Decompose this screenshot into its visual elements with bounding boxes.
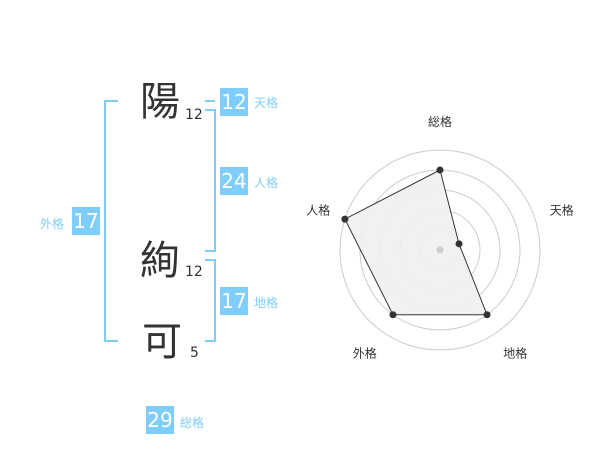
jinkaku-value: 24 <box>220 167 248 195</box>
radar-point <box>436 166 444 174</box>
name-char-1: 陽 <box>140 79 180 125</box>
radar-ring <box>339 149 541 351</box>
stroke-count-3: 5 <box>190 345 199 361</box>
gaikaku-label: 外格 <box>40 217 65 231</box>
radar-center <box>436 246 444 254</box>
soukaku-value: 29 <box>146 406 174 434</box>
tenkaku-bracket <box>205 100 215 102</box>
jinkaku-label: 人格 <box>254 176 279 190</box>
stroke-count-1: 12 <box>185 107 203 123</box>
radar-polygon <box>344 169 488 316</box>
chikaku-bracket <box>205 259 216 342</box>
tenkaku-label: 天格 <box>254 96 279 110</box>
radar-point <box>341 215 349 223</box>
radar-axis-label: 総格 <box>428 114 452 129</box>
radar-axis-label: 地格 <box>503 346 527 361</box>
soukaku-label: 総格 <box>180 416 205 430</box>
stroke-count-2: 12 <box>185 264 203 280</box>
tenkaku-value: 12 <box>220 88 248 116</box>
chikaku-value: 17 <box>220 287 248 315</box>
radar-axis-label: 外格 <box>353 346 377 361</box>
radar-axis-label: 天格 <box>550 202 574 217</box>
radar-axis-label: 人格 <box>306 202 330 217</box>
radar-point <box>389 311 397 319</box>
chikaku-label: 地格 <box>254 296 279 310</box>
name-char-3: 可 <box>142 319 182 365</box>
radar-point <box>483 311 491 319</box>
gaikaku-bracket <box>104 100 118 342</box>
gaikaku-value: 17 <box>72 207 100 235</box>
name-char-2: 絢 <box>140 238 180 284</box>
radar-point <box>455 240 463 248</box>
jinkaku-bracket <box>205 109 216 252</box>
